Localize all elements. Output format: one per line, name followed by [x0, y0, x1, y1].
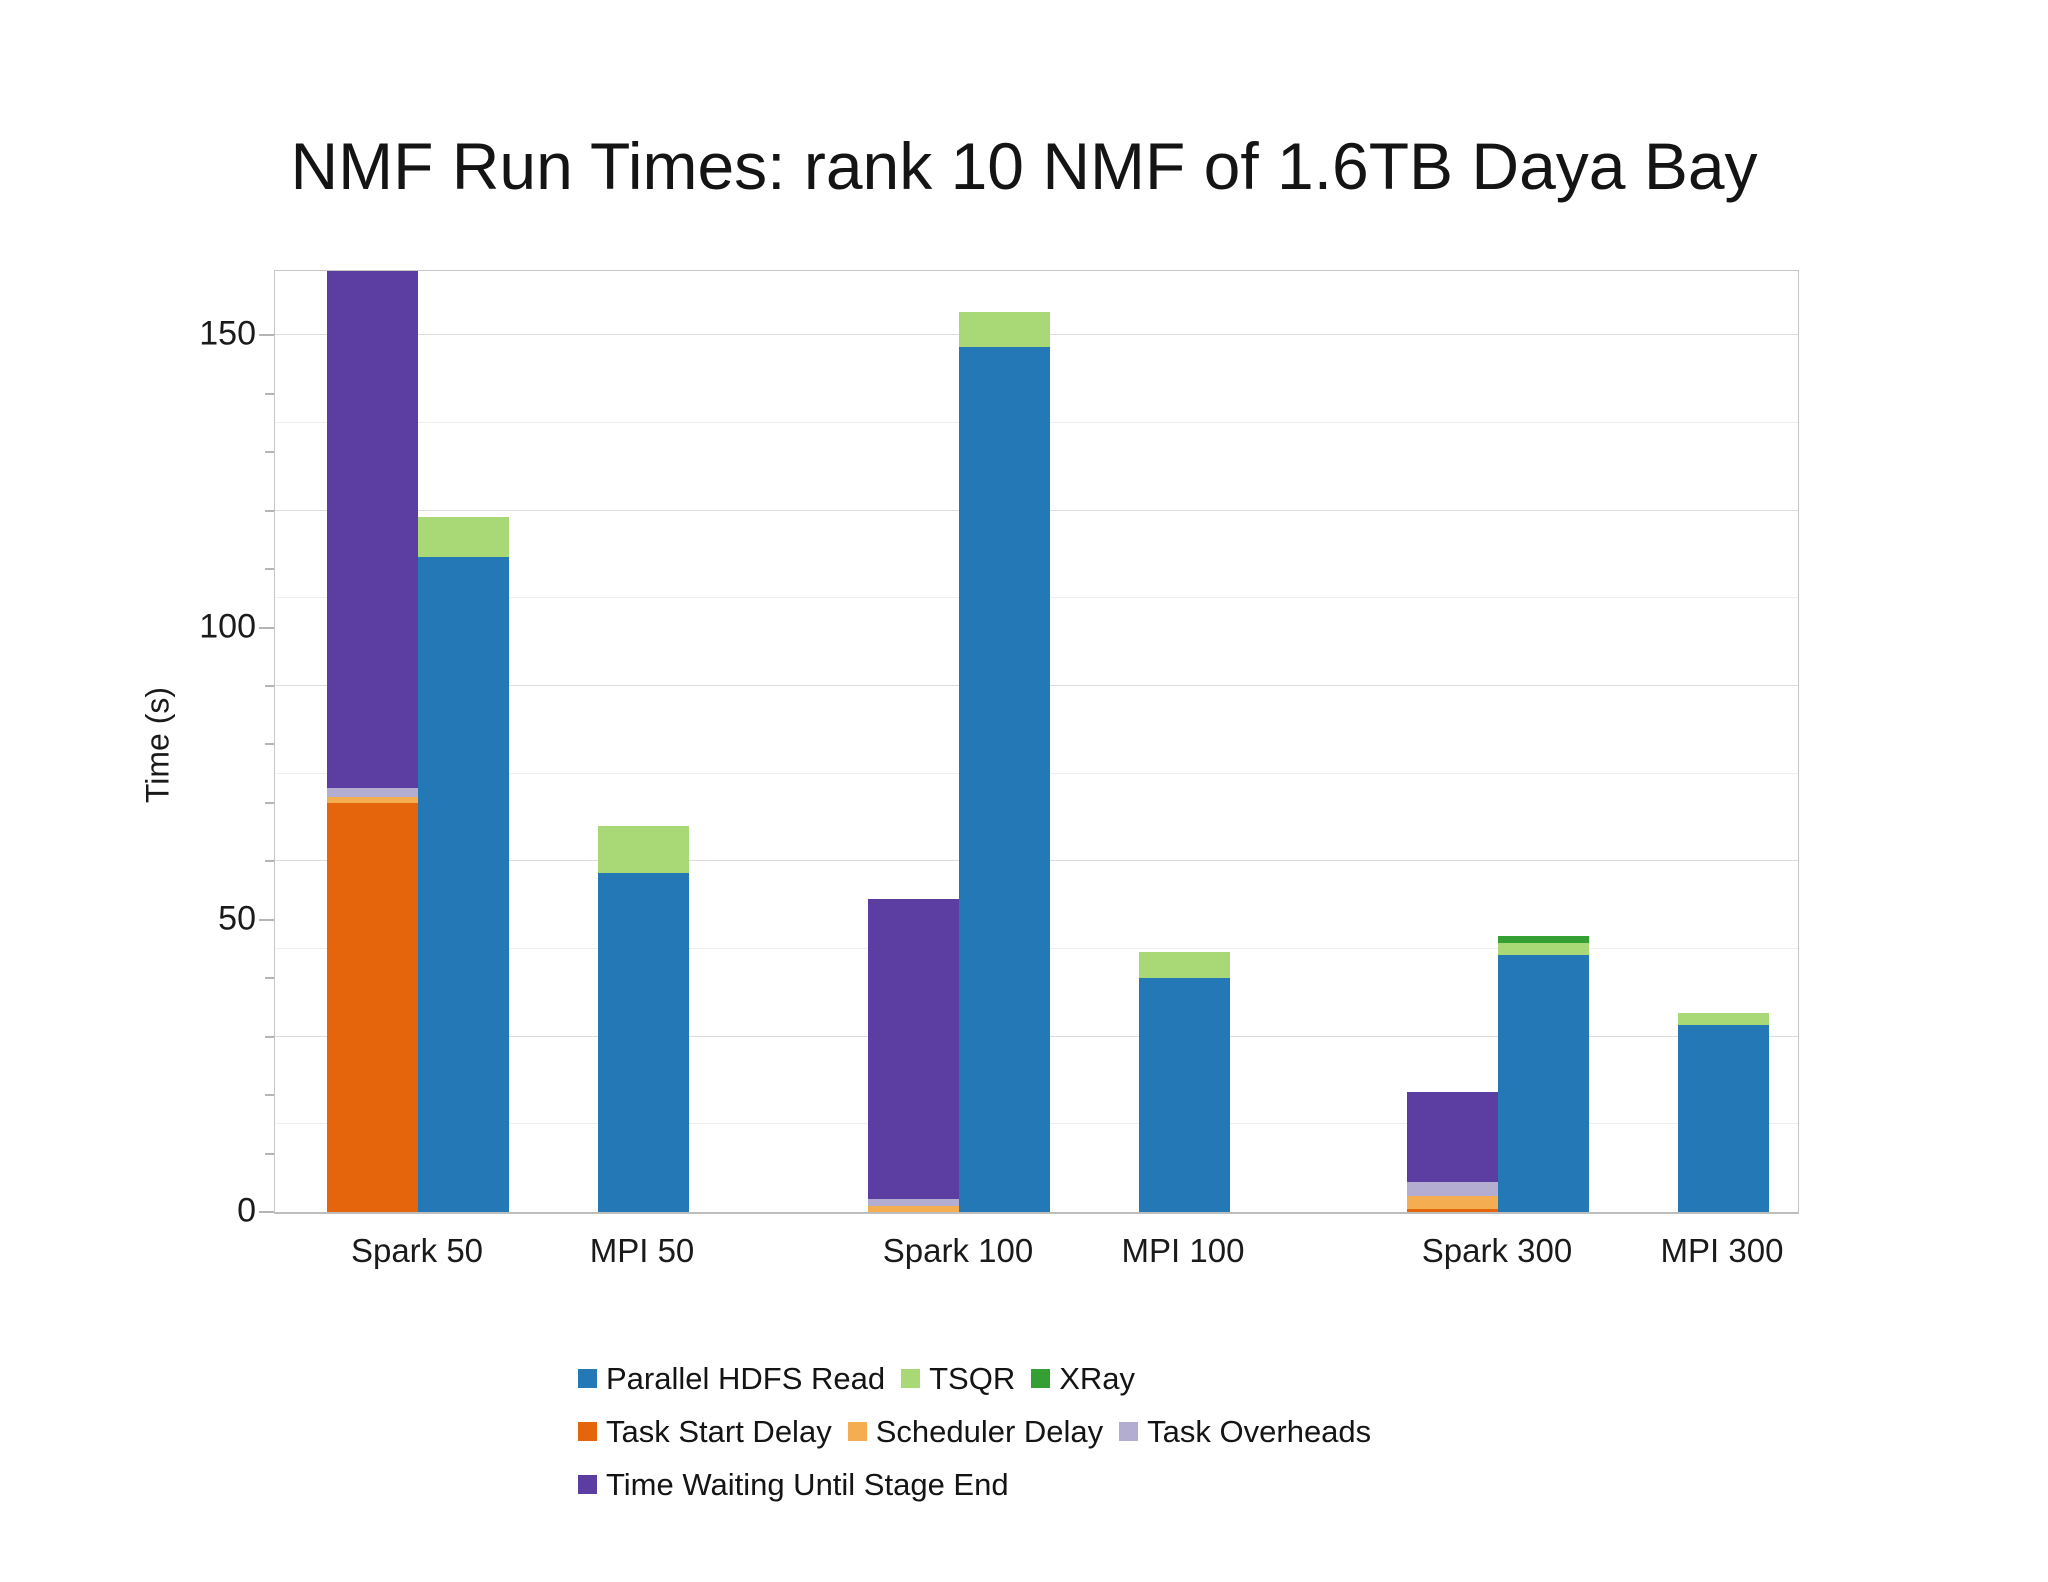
legend: Parallel HDFS Read TSQR XRay Task Start Del…: [578, 1352, 1371, 1511]
bar-segment-task-overheads: [868, 1198, 959, 1207]
legend-swatch-scheduler-delay-icon: [847, 1422, 867, 1441]
y-axis-label: Time (s): [139, 686, 176, 804]
legend-swatch-xray-icon: [1031, 1369, 1051, 1388]
bar-segment-parallel-hdfs-read: [1498, 954, 1589, 1212]
x-axis-label: MPI 300: [1660, 1232, 1784, 1269]
bar-segment-tsqr: [418, 516, 509, 558]
y-tick-mark: [265, 568, 274, 571]
legend-item-xray: XRay: [1031, 1361, 1135, 1397]
legend-label: Parallel HDFS Read: [606, 1360, 886, 1396]
bar-segment-task-overheads: [327, 788, 418, 798]
y-tick-mark: [265, 743, 274, 746]
bar-segment-tsqr: [959, 311, 1050, 347]
y-tick-mark: [265, 801, 274, 804]
bar-segment-scheduler-delay: [327, 797, 418, 803]
legend-label: Scheduler Delay: [875, 1413, 1104, 1449]
y-tick-label: 0: [237, 1191, 256, 1230]
y-tick-mark: [265, 977, 274, 980]
legend-swatch-task-overheads-icon: [1119, 1422, 1139, 1441]
legend-swatch-time-waiting-until-stage-end-icon: [578, 1475, 597, 1494]
x-axis-label: Spark 50: [350, 1232, 484, 1269]
bar-segment-scheduler-delay: [868, 1206, 959, 1212]
legend-row: Task Start Delay Scheduler Delay Task Over…: [578, 1405, 1371, 1458]
legend-label: Time Waiting Until Stage End: [606, 1466, 1009, 1502]
y-tick-mark: [265, 451, 274, 454]
y-tick-mark: [259, 334, 274, 337]
bar-segment-tsqr: [1138, 951, 1230, 979]
y-tick-mark: [265, 509, 274, 512]
bar-segment-time-waiting-until-stage-end: [327, 271, 418, 789]
legend-label: TSQR: [929, 1360, 1016, 1396]
y-tick-mark: [265, 1035, 274, 1038]
legend-item-task-start-delay: Task Start Delay: [578, 1414, 832, 1450]
x-axis-label: Spark 300: [1421, 1232, 1573, 1269]
legend-label: Task Start Delay: [606, 1413, 832, 1449]
y-tick-mark: [265, 1094, 274, 1097]
legend-row: Time Waiting Until Stage End: [578, 1458, 1371, 1511]
legend-item-parallel-hdfs-read: Parallel HDFS Read: [578, 1361, 885, 1397]
legend-item-tsqr: TSQR: [901, 1361, 1015, 1397]
legend-swatch-parallel-hdfs-read-icon: [578, 1369, 597, 1388]
bar-segment-task-overheads: [1407, 1181, 1498, 1197]
bar-segment-parallel-hdfs-read: [1138, 978, 1230, 1212]
chart-title: NMF Run Times: rank 10 NMF of 1.6TB Daya…: [290, 129, 1758, 203]
y-tick-mark: [259, 626, 274, 629]
legend-row: Parallel HDFS Read TSQR XRay: [578, 1352, 1371, 1405]
x-axis-label: MPI 100: [1121, 1232, 1245, 1269]
legend-swatch-task-start-delay-icon: [578, 1422, 597, 1441]
legend-label: Task Overheads: [1147, 1413, 1372, 1449]
bar-segment-parallel-hdfs-read: [597, 873, 689, 1212]
y-tick-mark: [259, 1211, 274, 1213]
y-tick-mark: [265, 392, 274, 395]
y-tick-mark: [265, 860, 274, 863]
y-tick-mark: [259, 918, 274, 921]
bar-segment-parallel-hdfs-read: [959, 346, 1050, 1212]
bar-segment-time-waiting-until-stage-end: [868, 899, 959, 1199]
legend-swatch-tsqr-icon: [901, 1369, 921, 1388]
x-axis-label: Spark 100: [882, 1232, 1034, 1269]
bar-segment-parallel-hdfs-read: [418, 557, 509, 1212]
y-tick-mark: [265, 1152, 274, 1155]
y-tick-label: 50: [218, 899, 256, 938]
bar-segment-xray: [1498, 935, 1589, 944]
bar-segment-tsqr: [1677, 1013, 1769, 1025]
y-tick-mark: [265, 684, 274, 687]
legend-item-scheduler-delay: Scheduler Delay: [847, 1413, 1104, 1450]
y-tick-label: 150: [199, 314, 256, 353]
legend-label: XRay: [1059, 1360, 1136, 1396]
legend-item-task-overheads: Task Overheads: [1119, 1414, 1371, 1450]
bar-segment-tsqr: [597, 826, 689, 874]
bar-segment-task-start-delay: [1407, 1209, 1498, 1212]
bar-segment-time-waiting-until-stage-end: [1407, 1092, 1498, 1182]
legend-item-time-waiting-until-stage-end: Time Waiting Until Stage End: [578, 1467, 1009, 1503]
bar-segment-parallel-hdfs-read: [1677, 1024, 1769, 1212]
x-axis-label: MPI 50: [589, 1232, 695, 1269]
y-tick-label: 100: [199, 607, 256, 646]
plot-area: [274, 270, 1799, 1214]
bar-segment-scheduler-delay: [1407, 1196, 1498, 1210]
bar-segment-tsqr: [1498, 943, 1589, 955]
bar-segment-task-start-delay: [327, 802, 418, 1212]
